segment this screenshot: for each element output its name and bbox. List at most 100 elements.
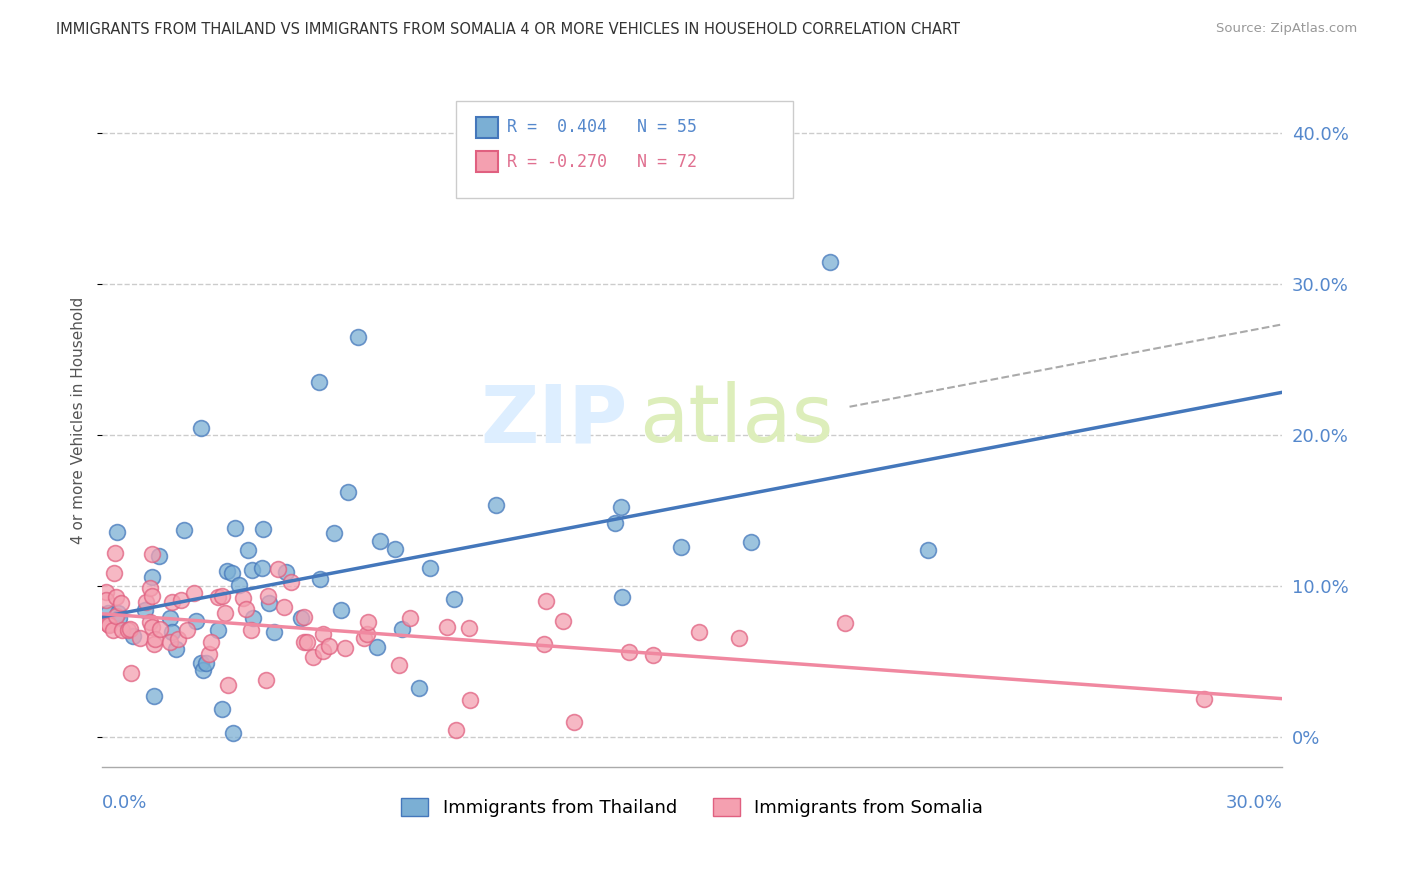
Point: [242, 611, 264, 625]
Y-axis label: 4 or more Vehicles in Household: 4 or more Vehicles in Household: [72, 296, 86, 544]
Point: [165, 641, 187, 656]
Point: [211, 702, 233, 716]
Point: [292, 635, 315, 649]
Point: [143, 632, 166, 646]
Point: [97, 618, 120, 632]
Point: [238, 543, 260, 558]
Point: [267, 561, 290, 575]
Point: [533, 637, 555, 651]
Point: [318, 640, 340, 654]
Point: [183, 586, 205, 600]
Point: [263, 624, 285, 639]
Point: [259, 596, 281, 610]
Point: [160, 624, 183, 639]
Point: [134, 603, 156, 617]
Point: [211, 589, 233, 603]
Point: [142, 637, 165, 651]
Text: 0.0%: 0.0%: [103, 795, 148, 813]
Text: IMMIGRANTS FROM THAILAND VS IMMIGRANTS FROM SOMALIA 4 OR MORE VEHICLES IN HOUSEH: IMMIGRANTS FROM THAILAND VS IMMIGRANTS F…: [56, 22, 960, 37]
FancyBboxPatch shape: [477, 152, 498, 172]
Point: [139, 581, 162, 595]
Point: [312, 644, 335, 658]
Point: [176, 623, 198, 637]
Point: [252, 560, 274, 574]
Point: [458, 693, 481, 707]
FancyBboxPatch shape: [456, 101, 793, 198]
Point: [444, 723, 467, 737]
Point: [141, 589, 163, 603]
Point: [551, 614, 574, 628]
Point: [159, 635, 181, 649]
Point: [311, 627, 333, 641]
Point: [603, 516, 626, 530]
Point: [148, 549, 170, 563]
Point: [240, 624, 263, 638]
Text: R =  0.404   N = 55: R = 0.404 N = 55: [508, 118, 697, 136]
Point: [94, 585, 117, 599]
Point: [94, 614, 117, 628]
Point: [366, 640, 388, 654]
Point: [273, 599, 295, 614]
Point: [562, 714, 585, 729]
Point: [159, 611, 181, 625]
Point: [252, 522, 274, 536]
Point: [292, 610, 315, 624]
Point: [235, 602, 257, 616]
Point: [228, 578, 250, 592]
Point: [917, 542, 939, 557]
Point: [141, 570, 163, 584]
Point: [108, 610, 131, 624]
Point: [170, 593, 193, 607]
Point: [309, 572, 332, 586]
Point: [232, 591, 254, 605]
Point: [207, 623, 229, 637]
Point: [221, 566, 243, 580]
Point: [323, 525, 346, 540]
Point: [200, 634, 222, 648]
Point: [104, 546, 127, 560]
Legend: Immigrants from Thailand, Immigrants from Somalia: Immigrants from Thailand, Immigrants fro…: [394, 790, 991, 824]
Point: [534, 594, 557, 608]
Text: Source: ZipAtlas.com: Source: ZipAtlas.com: [1216, 22, 1357, 36]
Point: [97, 616, 120, 631]
Point: [671, 541, 693, 555]
Point: [290, 611, 312, 625]
Point: [166, 632, 188, 646]
Point: [117, 624, 139, 638]
Point: [356, 627, 378, 641]
Point: [215, 564, 238, 578]
Point: [619, 646, 641, 660]
Point: [128, 631, 150, 645]
Point: [330, 603, 353, 617]
Text: 30.0%: 30.0%: [1226, 795, 1282, 813]
Point: [301, 649, 323, 664]
Point: [612, 590, 634, 604]
Point: [740, 534, 762, 549]
Point: [207, 590, 229, 604]
Text: R = -0.270   N = 72: R = -0.270 N = 72: [508, 153, 697, 171]
Point: [105, 525, 128, 540]
Point: [194, 656, 217, 670]
Point: [141, 620, 163, 634]
Point: [688, 625, 710, 640]
Point: [353, 631, 375, 645]
Point: [120, 665, 142, 680]
Point: [97, 606, 120, 620]
Point: [347, 330, 370, 344]
Point: [214, 606, 236, 620]
Point: [240, 563, 263, 577]
Point: [399, 611, 422, 625]
Point: [818, 254, 841, 268]
Point: [103, 566, 125, 580]
Text: atlas: atlas: [640, 381, 834, 459]
Point: [391, 622, 413, 636]
Point: [224, 521, 246, 535]
Point: [141, 547, 163, 561]
Point: [384, 542, 406, 557]
Point: [190, 420, 212, 434]
Point: [94, 592, 117, 607]
Point: [190, 656, 212, 670]
Point: [101, 623, 124, 637]
Point: [419, 561, 441, 575]
Point: [368, 533, 391, 548]
